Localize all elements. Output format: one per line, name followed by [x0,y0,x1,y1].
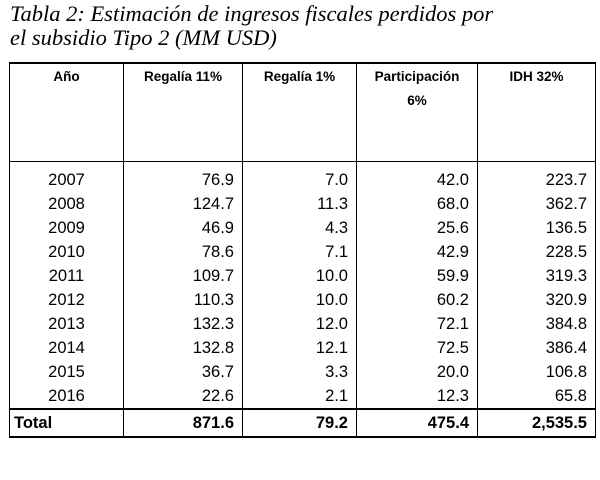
cell-participation-6: 72.5 [356,336,478,360]
header-participation-line-2: 6% [407,93,427,108]
header-year: Año [9,62,124,162]
cell-idh-32: 384.8 [477,312,596,336]
cell-idh-32: 362.7 [477,192,596,216]
cell-royalty-11: 132.3 [123,312,243,336]
cell-idh-32: 319.3 [477,264,596,288]
cell-participation-6: 25.6 [356,216,478,240]
table-row: 2009 46.9 4.3 25.6 136.5 [9,216,596,240]
total-royalty-11: 871.6 [123,408,243,438]
cell-idh-32: 320.9 [477,288,596,312]
header-participation-6: Participación 6% [356,62,478,162]
cell-idh-32: 136.5 [477,216,596,240]
cell-royalty-11: 78.6 [123,240,243,264]
cell-year: 2015 [9,360,124,384]
header-participation-line-1: Participación [374,69,460,84]
cell-royalty-11: 46.9 [123,216,243,240]
cell-year: 2011 [9,264,124,288]
table-body: 2007 76.9 7.0 42.0 223.7 2008 124.7 11.3 68.0 362… [9,161,596,409]
cell-royalty-11: 109.7 [123,264,243,288]
total-idh-32: 2,535.5 [477,408,596,438]
cell-royalty-11: 124.7 [123,192,243,216]
cell-participation-6: 72.1 [356,312,478,336]
cell-participation-6: 68.0 [356,192,478,216]
cell-royalty-1: 11.3 [242,192,357,216]
cell-idh-32: 386.4 [477,336,596,360]
cell-royalty-11: 76.9 [123,168,243,192]
table-row: 2007 76.9 7.0 42.0 223.7 [9,168,596,192]
cell-royalty-11: 22.6 [123,384,243,409]
cell-participation-6: 20.0 [356,360,478,384]
table-row: 2012 110.3 10.0 60.2 320.9 [9,288,596,312]
cell-year: 2010 [9,240,124,264]
cell-participation-6: 60.2 [356,288,478,312]
cell-participation-6: 42.9 [356,240,478,264]
cell-idh-32: 223.7 [477,168,596,192]
cell-royalty-1: 7.0 [242,168,357,192]
cell-idh-32: 228.5 [477,240,596,264]
cell-royalty-11: 36.7 [123,360,243,384]
fiscal-revenue-table: Año Regalía 11% Regalía 1% Participación… [9,62,596,438]
header-row: Año Regalía 11% Regalía 1% Participación… [9,62,596,162]
table-row: 2015 36.7 3.3 20.0 106.8 [9,360,596,384]
cell-royalty-1: 7.1 [242,240,357,264]
cell-idh-32: 65.8 [477,384,596,409]
cell-year: 2012 [9,288,124,312]
cell-royalty-1: 12.1 [242,336,357,360]
caption-line-1: Tabla 2: Estimación de ingresos fiscales… [10,1,494,26]
cell-year: 2013 [9,312,124,336]
total-label: Total [9,408,124,438]
table-row: 2014 132.8 12.1 72.5 386.4 [9,336,596,360]
spacer-row [9,161,596,168]
cell-participation-6: 42.0 [356,168,478,192]
cell-royalty-1: 10.0 [242,288,357,312]
cell-royalty-1: 4.3 [242,216,357,240]
cell-royalty-11: 132.8 [123,336,243,360]
cell-royalty-1: 2.1 [242,384,357,409]
cell-royalty-1: 10.0 [242,264,357,288]
table-row: 2008 124.7 11.3 68.0 362.7 [9,192,596,216]
total-row: Total 871.6 79.2 475.4 2,535.5 [9,408,596,438]
table-caption: Tabla 2: Estimación de ingresos fiscales… [10,2,595,50]
table-row: 2016 22.6 2.1 12.3 65.8 [9,384,596,409]
total-royalty-1: 79.2 [242,408,357,438]
total-participation-6: 475.4 [356,408,478,438]
cell-year: 2014 [9,336,124,360]
header-royalty-1: Regalía 1% [242,62,357,162]
cell-royalty-11: 110.3 [123,288,243,312]
cell-idh-32: 106.8 [477,360,596,384]
cell-royalty-1: 12.0 [242,312,357,336]
table-row: 2011 109.7 10.0 59.9 319.3 [9,264,596,288]
cell-year: 2007 [9,168,124,192]
cell-participation-6: 59.9 [356,264,478,288]
header-idh-32: IDH 32% [477,62,596,162]
cell-royalty-1: 3.3 [242,360,357,384]
table-row: 2010 78.6 7.1 42.9 228.5 [9,240,596,264]
cell-participation-6: 12.3 [356,384,478,409]
cell-year: 2016 [9,384,124,409]
header-royalty-11: Regalía 11% [123,62,243,162]
caption-line-2: el subsidio Tipo 2 (MM USD) [10,25,277,50]
table-row: 2013 132.3 12.0 72.1 384.8 [9,312,596,336]
cell-year: 2008 [9,192,124,216]
cell-year: 2009 [9,216,124,240]
